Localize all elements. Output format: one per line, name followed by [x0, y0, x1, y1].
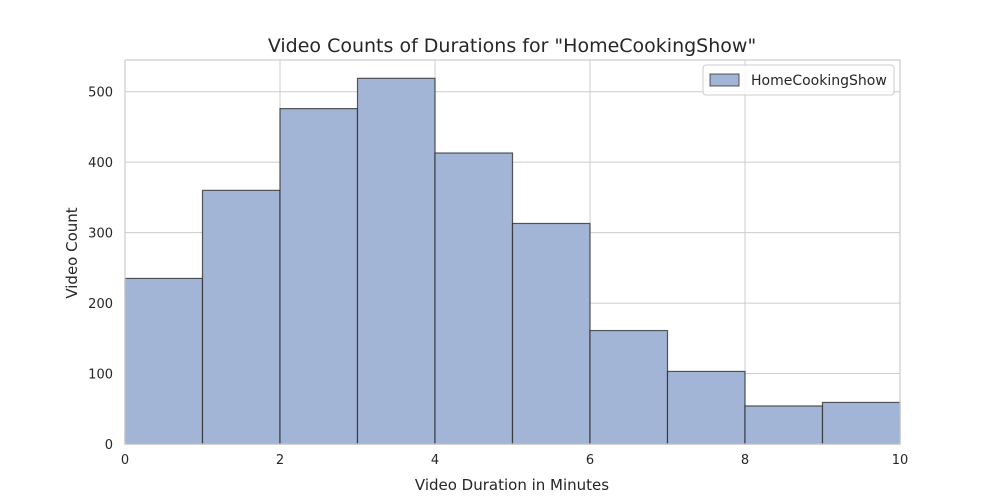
x-axis-ticks: 0 2 4 6 8 10: [121, 453, 908, 468]
x-tick-label: 2: [276, 453, 284, 468]
legend-label: HomeCookingShow: [751, 73, 887, 89]
y-tick-label: 400: [88, 156, 113, 171]
x-tick-label: 6: [586, 453, 594, 468]
chart-title: Video Counts of Durations for "HomeCooki…: [268, 35, 756, 57]
x-tick-label: 4: [431, 453, 439, 468]
x-tick-label: 0: [121, 453, 129, 468]
histogram-bar: [201, 189, 281, 445]
y-tick-label: 0: [105, 438, 113, 453]
histogram-bar: [356, 77, 436, 445]
histogram-bar: [279, 108, 359, 445]
y-axis-ticks: 0 100 200 300 400 500: [88, 86, 113, 453]
plot-frame: [124, 59, 901, 445]
histogram-bar: [666, 370, 746, 445]
x-tick-label: 10: [892, 453, 909, 468]
histogram-bar: [744, 405, 824, 445]
x-tick-label: 8: [741, 453, 749, 468]
histogram-bar: [124, 277, 204, 445]
histogram-bar: [821, 401, 901, 445]
y-tick-label: 300: [88, 227, 113, 242]
histogram-bars: [124, 77, 901, 445]
y-axis-label: Video Count: [63, 207, 81, 298]
y-tick-label: 200: [88, 297, 113, 312]
legend: HomeCookingShow: [702, 64, 895, 96]
y-tick-label: 500: [88, 86, 113, 101]
legend-swatch: [709, 73, 740, 87]
y-tick-label: 100: [88, 368, 113, 383]
histogram-bar: [511, 222, 591, 445]
x-axis-label: Video Duration in Minutes: [415, 476, 609, 494]
legend-box: [702, 64, 895, 96]
histogram-bar: [589, 329, 669, 445]
histogram-bar: [434, 152, 514, 445]
